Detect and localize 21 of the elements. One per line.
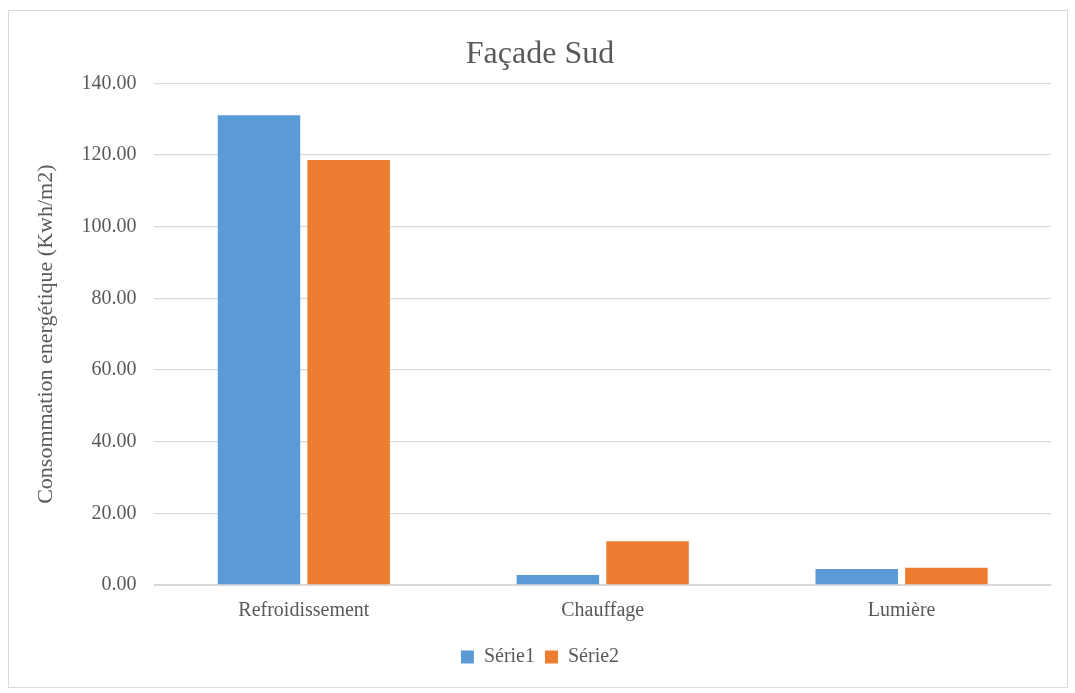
y-tick-label: 140.00 <box>81 70 137 93</box>
y-tick-label: 40.00 <box>91 428 137 451</box>
bar <box>516 574 600 585</box>
y-tick-label: 0.00 <box>101 572 137 595</box>
y-tick-label: 20.00 <box>91 500 137 523</box>
chart-title: Façade Sud <box>465 33 615 70</box>
bar <box>815 568 898 585</box>
x-tick-label: Refroidissement <box>238 598 370 621</box>
y-tick-label: 120.00 <box>81 142 137 165</box>
y-axis-title: Consommation energétique (Kwh/m2) <box>31 164 57 504</box>
legend-label: Série1 <box>483 644 535 667</box>
y-tick-label: 80.00 <box>91 285 137 308</box>
bar <box>905 567 988 585</box>
bar <box>217 115 301 585</box>
y-tick-label: 100.00 <box>81 213 137 236</box>
x-tick-label: Chauffage <box>561 598 645 622</box>
y-tick-label: 60.00 <box>91 357 137 380</box>
bar <box>606 541 689 585</box>
legend-label: Série2 <box>568 644 620 667</box>
x-tick-label: Lumière <box>867 598 936 621</box>
bar <box>307 160 390 585</box>
